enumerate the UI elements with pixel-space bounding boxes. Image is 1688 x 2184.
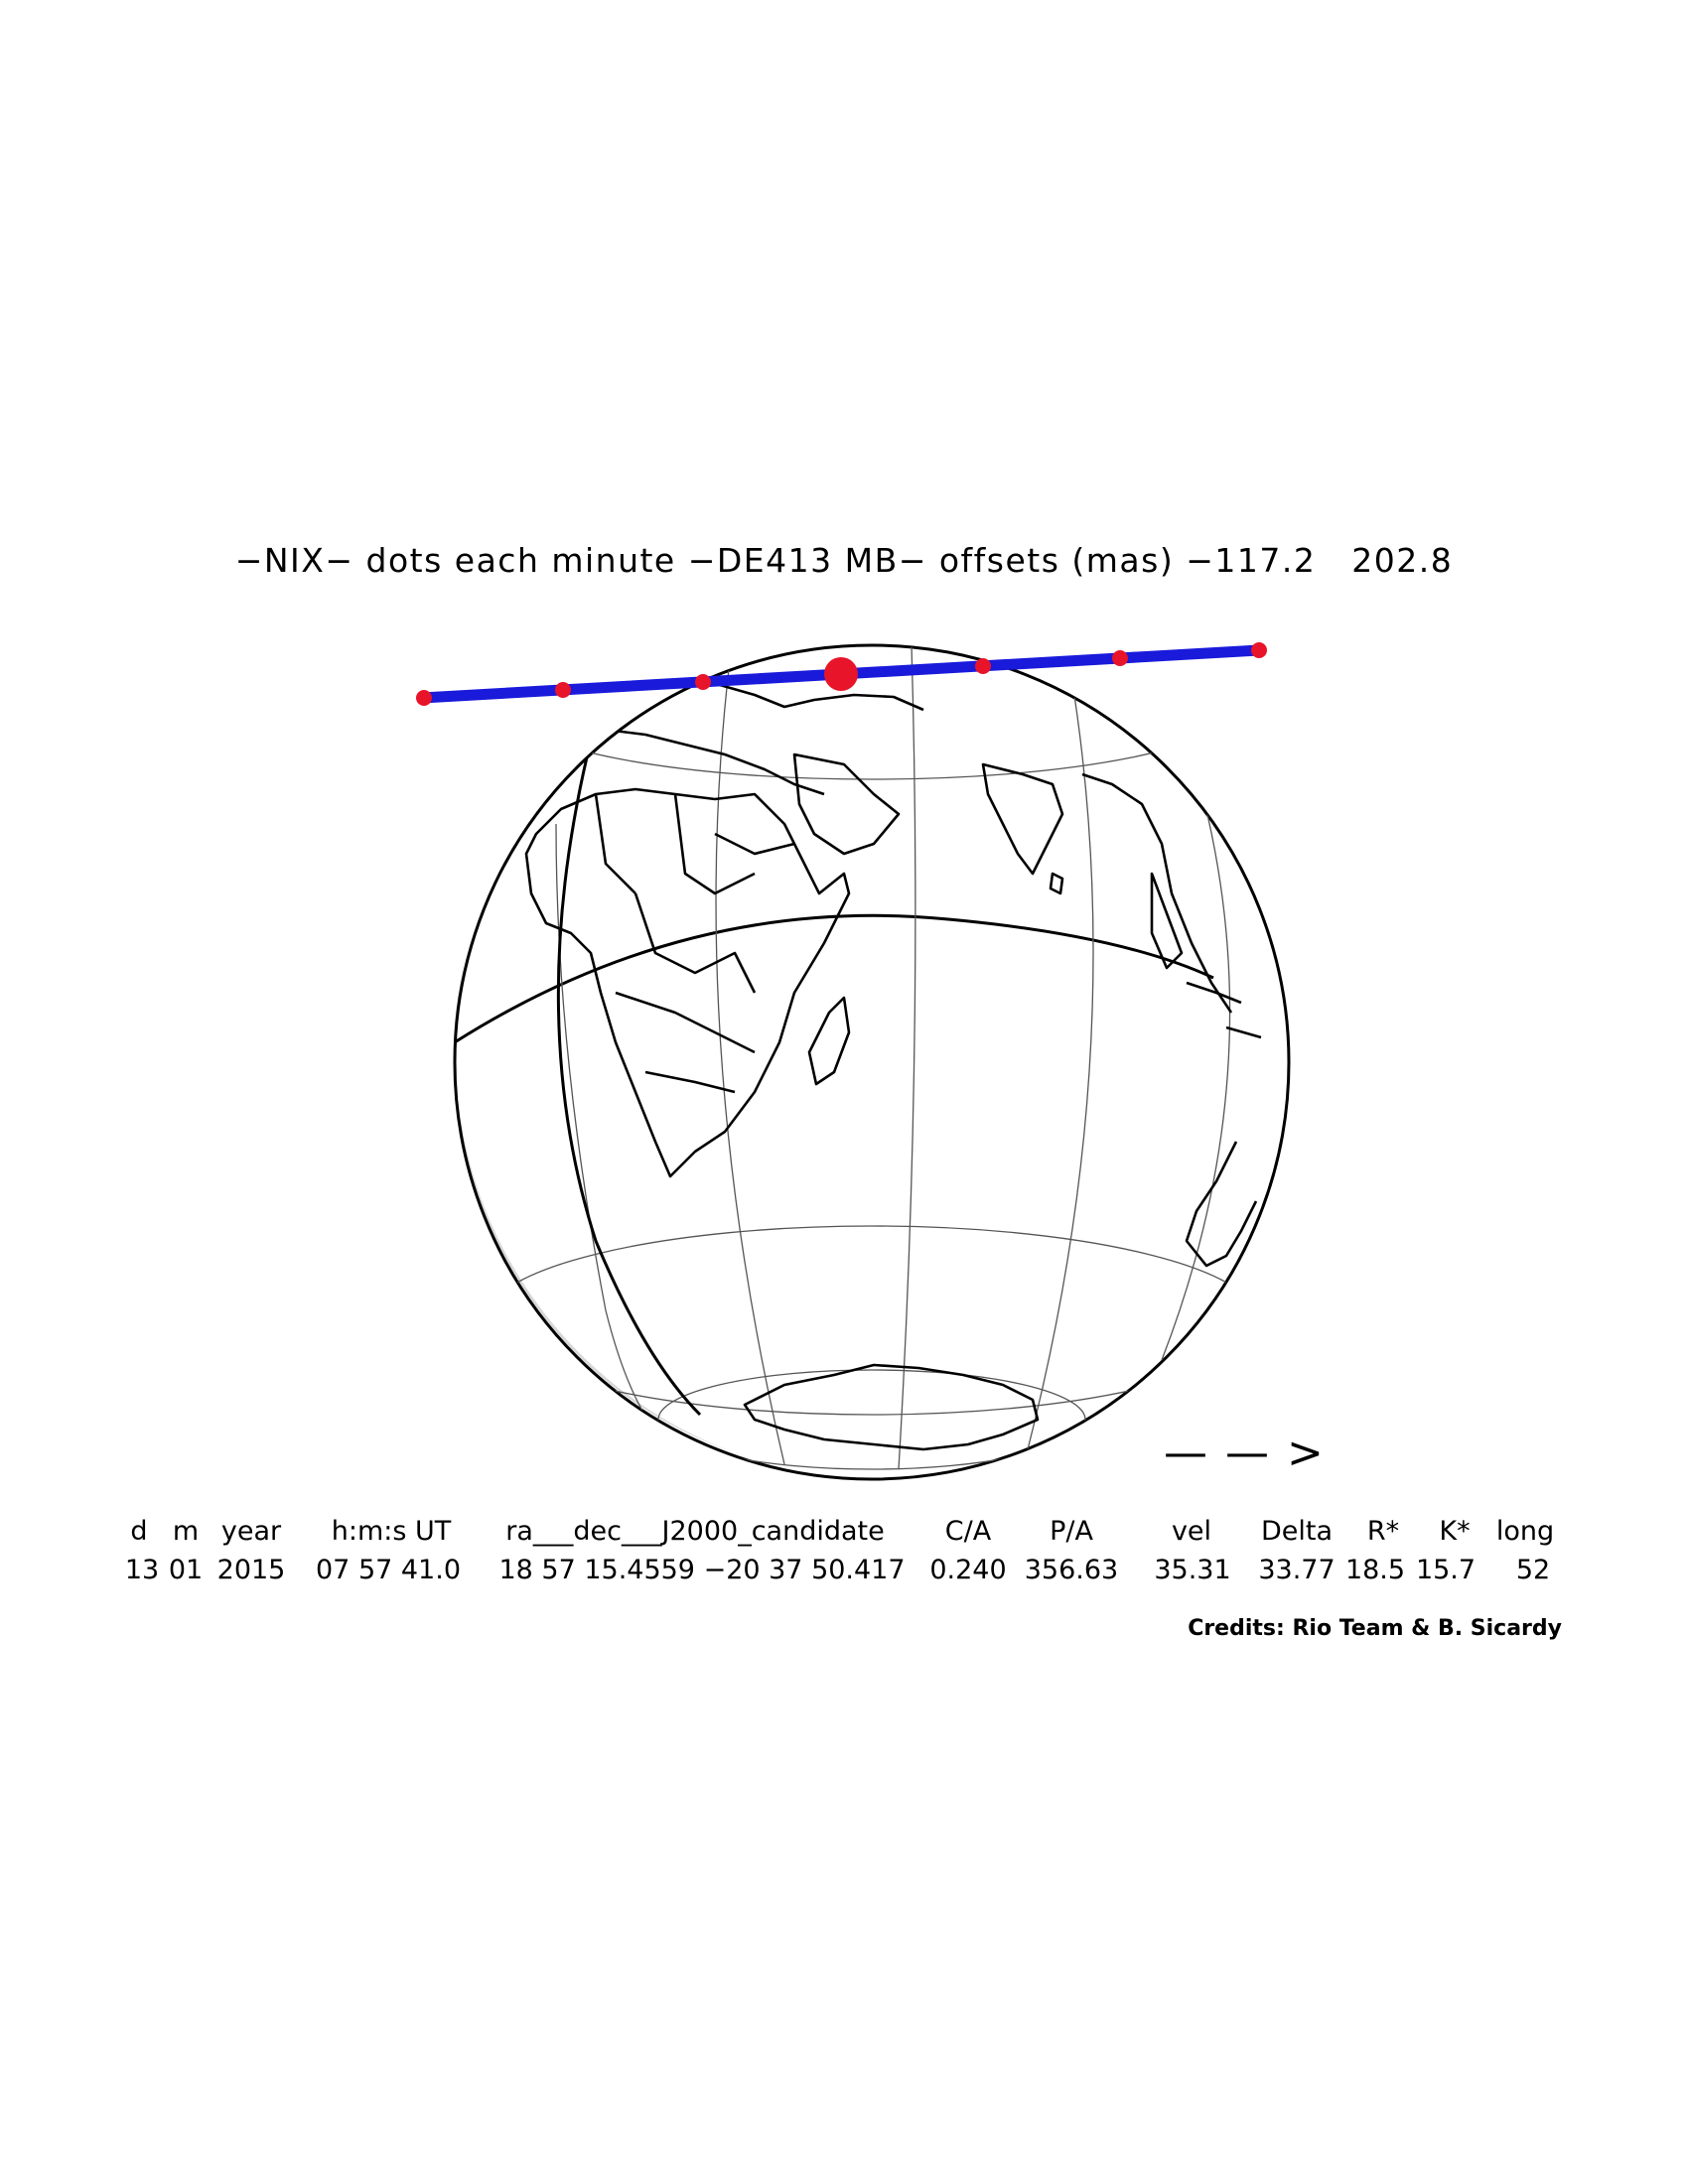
latitude-lines (484, 645, 1260, 1470)
bold-meridian (556, 684, 702, 1417)
minute-dot (1112, 650, 1128, 666)
minute-dot (416, 690, 432, 706)
minute-dot (695, 674, 711, 690)
header-kstar: K* (1439, 1516, 1471, 1547)
value-kstar: 15.7 (1415, 1555, 1477, 1585)
value-time: 07 57 41.0 (316, 1555, 461, 1585)
header-coordinates: ra___dec___J2000_candidate (505, 1516, 885, 1547)
header-vel: vel (1171, 1516, 1212, 1547)
equator-line (455, 913, 1214, 1049)
closest-approach-dot (824, 657, 858, 691)
meridian-lines (555, 645, 1231, 1470)
value-year: 2015 (216, 1555, 286, 1585)
value-long: 52 (1515, 1555, 1551, 1585)
header-year: year (220, 1516, 282, 1547)
globe-outline (453, 643, 1291, 1481)
map-title: −NIX− dots each minute −DE413 MB− offset… (234, 541, 1454, 580)
header-ca: C/A (944, 1516, 992, 1547)
value-rstar: 18.5 (1344, 1555, 1406, 1585)
header-long: long (1495, 1516, 1555, 1547)
direction-arrow: — — > (1164, 1428, 1326, 1478)
credits-text: Credits: Rio Team & B. Sicardy (1188, 1616, 1562, 1641)
value-month: 01 (168, 1555, 204, 1585)
minute-dot (975, 658, 991, 674)
header-delta: Delta (1260, 1516, 1334, 1547)
value-delta: 33.77 (1258, 1555, 1336, 1585)
header-month: m (172, 1516, 200, 1547)
header-rstar: R* (1366, 1516, 1400, 1547)
minute-dots (416, 642, 1267, 706)
continent-outlines (524, 677, 1262, 1451)
value-coordinates: 18 57 15.4559 −20 37 50.417 (498, 1555, 906, 1585)
night-shading (453, 953, 740, 1454)
value-vel: 35.31 (1154, 1555, 1231, 1585)
value-day: 13 (124, 1555, 160, 1585)
header-day: d (130, 1516, 148, 1547)
header-pa: P/A (1050, 1516, 1093, 1547)
minute-dot (1251, 642, 1267, 658)
value-pa: 356.63 (1024, 1555, 1119, 1585)
value-ca: 0.240 (929, 1555, 1007, 1585)
minute-dot (555, 682, 571, 698)
header-time: h:m:s UT (331, 1516, 452, 1547)
